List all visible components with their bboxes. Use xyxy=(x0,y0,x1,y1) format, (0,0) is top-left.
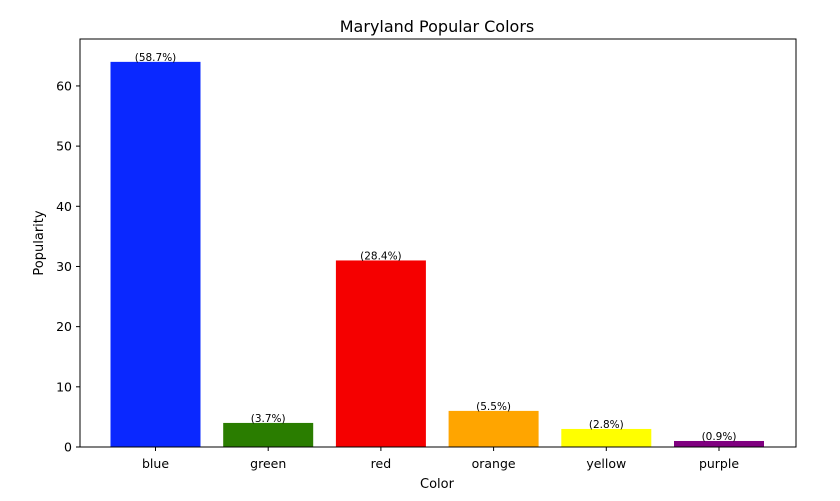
data-label-green: (3.7%) xyxy=(251,413,286,425)
data-label-yellow: (2.8%) xyxy=(589,419,624,431)
x-axis-label: Color xyxy=(420,477,455,492)
bar-purple xyxy=(674,440,764,447)
y-tick-label-30: 30 xyxy=(56,259,72,274)
data-label-purple: (0.9%) xyxy=(702,431,737,443)
data-label-blue: (58.7%) xyxy=(135,52,177,64)
plot-frame xyxy=(79,38,797,448)
bar-blue xyxy=(110,61,201,448)
y-tick-label-60: 60 xyxy=(56,78,72,93)
bar-green xyxy=(223,422,314,447)
x-tick-label-red: red xyxy=(371,456,392,471)
data-label-orange: (5.5%) xyxy=(476,401,511,413)
y-axis-label: Popularity xyxy=(32,210,47,275)
y-tick-label-50: 50 xyxy=(56,139,72,154)
y-tick-label-0: 0 xyxy=(64,440,72,455)
data-labels-group: (58.7%) (3.7%) (28.4%) (5.5%) (2.8%) (0.9%) xyxy=(135,52,737,443)
bars-group xyxy=(110,61,764,448)
bar-orange xyxy=(448,410,539,447)
x-tick-label-orange: orange xyxy=(472,456,516,471)
x-tick-label-purple: purple xyxy=(699,456,739,471)
bar-red xyxy=(335,260,426,447)
data-label-red: (28.4%) xyxy=(360,250,402,262)
x-tick-label-yellow: yellow xyxy=(586,456,626,471)
y-tick-label-20: 20 xyxy=(56,319,72,334)
y-tick-label-10: 10 xyxy=(56,379,72,394)
x-tick-label-green: green xyxy=(250,456,286,471)
x-tick-label-blue: blue xyxy=(142,456,169,471)
y-tick-label-40: 40 xyxy=(56,199,72,214)
bar-yellow xyxy=(561,428,652,447)
x-axis: blue green red orange yellow purple xyxy=(142,447,739,471)
chart-title: Maryland Popular Colors xyxy=(340,17,534,36)
y-axis: 0 10 20 30 40 50 60 xyxy=(56,78,80,455)
